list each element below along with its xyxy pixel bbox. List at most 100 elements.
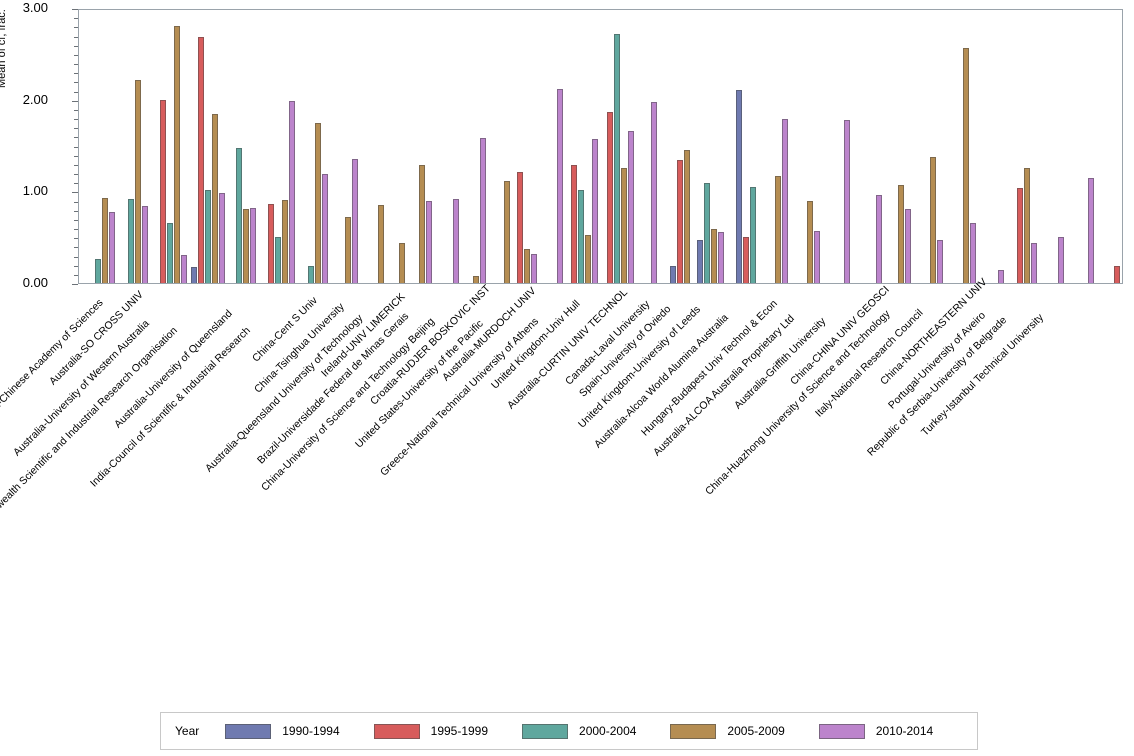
bar[interactable]	[128, 198, 134, 283]
bar[interactable]	[250, 207, 256, 283]
bar-group	[696, 10, 724, 283]
bar[interactable]	[677, 160, 683, 283]
y-tick-minor	[74, 128, 78, 130]
legend-label: 2010-2014	[875, 724, 934, 738]
bar[interactable]	[557, 88, 563, 283]
bar[interactable]	[1031, 242, 1037, 283]
bar[interactable]	[205, 190, 211, 283]
bar[interactable]	[806, 201, 813, 283]
bar[interactable]	[613, 33, 620, 283]
bar[interactable]	[281, 199, 288, 283]
bar[interactable]	[651, 101, 657, 283]
bar[interactable]	[929, 157, 936, 283]
bar[interactable]	[267, 204, 274, 283]
bar[interactable]	[897, 184, 904, 283]
bar[interactable]	[844, 119, 850, 283]
bar[interactable]	[969, 223, 976, 283]
bar[interactable]	[517, 172, 523, 283]
bar[interactable]	[736, 89, 742, 283]
legend-item[interactable]: 2005-2009	[670, 723, 785, 739]
bar[interactable]	[591, 139, 598, 283]
bar[interactable]	[1017, 187, 1023, 283]
legend-item[interactable]: 1990-1994	[225, 723, 340, 739]
bar[interactable]	[531, 253, 537, 283]
bar[interactable]	[243, 208, 249, 283]
bar[interactable]	[570, 164, 577, 283]
bar-group	[774, 10, 788, 283]
y-tick-minor	[74, 183, 78, 185]
bar-group	[806, 10, 820, 283]
bar[interactable]	[936, 239, 943, 283]
bar[interactable]	[166, 222, 173, 283]
bar[interactable]	[180, 254, 187, 283]
bar[interactable]	[212, 114, 218, 283]
bar[interactable]	[109, 211, 115, 283]
bar[interactable]	[418, 164, 425, 283]
bar[interactable]	[198, 37, 204, 283]
bar[interactable]	[584, 235, 591, 283]
bar[interactable]	[524, 249, 530, 283]
bar[interactable]	[425, 201, 432, 283]
bar[interactable]	[472, 275, 479, 283]
bar[interactable]	[743, 237, 749, 283]
bar-group	[308, 10, 329, 283]
bar[interactable]	[344, 217, 351, 283]
legend-item[interactable]: 1995-1999	[373, 723, 489, 739]
bar-group	[962, 10, 976, 283]
bar[interactable]	[288, 100, 295, 283]
bar[interactable]	[322, 173, 328, 283]
bar[interactable]	[876, 195, 882, 283]
bar[interactable]	[159, 99, 166, 283]
legend-label: 1995-1999	[430, 724, 489, 738]
bar[interactable]	[750, 186, 756, 283]
bar[interactable]	[142, 206, 148, 283]
bar[interactable]	[453, 198, 459, 283]
bar-group	[344, 10, 358, 283]
bar[interactable]	[904, 208, 911, 283]
bar[interactable]	[684, 150, 690, 283]
bar[interactable]	[703, 183, 710, 283]
bar[interactable]	[1058, 237, 1064, 283]
bar[interactable]	[813, 230, 820, 283]
bar[interactable]	[351, 159, 358, 283]
y-tick-label: 0.00	[22, 275, 48, 290]
legend-item[interactable]: 2000-2004	[522, 723, 636, 739]
bar[interactable]	[308, 265, 314, 283]
bar[interactable]	[399, 242, 405, 283]
bar[interactable]	[781, 118, 788, 283]
bar-group	[736, 10, 757, 283]
y-tick-mark	[72, 284, 78, 285]
bar[interactable]	[998, 270, 1004, 283]
bar[interactable]	[135, 79, 141, 283]
bar[interactable]	[274, 237, 281, 283]
bar[interactable]	[191, 267, 197, 283]
bar[interactable]	[173, 26, 180, 283]
legend-item[interactable]: 2010-2014	[818, 723, 934, 739]
bar[interactable]	[1114, 265, 1120, 283]
bar-group	[399, 10, 406, 283]
bar[interactable]	[95, 259, 101, 283]
bar[interactable]	[219, 193, 225, 283]
bar[interactable]	[710, 228, 717, 283]
bar[interactable]	[102, 197, 108, 283]
bar[interactable]	[315, 122, 321, 283]
bar[interactable]	[1088, 177, 1094, 283]
y-tick-minor	[74, 265, 78, 267]
bar[interactable]	[1024, 167, 1030, 283]
legend-swatch	[670, 723, 717, 739]
bar[interactable]	[504, 181, 510, 283]
bar[interactable]	[378, 205, 384, 283]
bar[interactable]	[962, 48, 969, 283]
bar[interactable]	[606, 111, 613, 283]
bar[interactable]	[670, 265, 676, 283]
bar[interactable]	[577, 189, 584, 283]
bar[interactable]	[696, 239, 703, 283]
bar[interactable]	[620, 168, 627, 283]
bar[interactable]	[774, 175, 781, 283]
y-tick-mark	[72, 100, 78, 102]
bar[interactable]	[479, 138, 486, 283]
bar[interactable]	[627, 130, 634, 283]
bar[interactable]	[717, 231, 724, 283]
bar[interactable]	[236, 148, 242, 283]
